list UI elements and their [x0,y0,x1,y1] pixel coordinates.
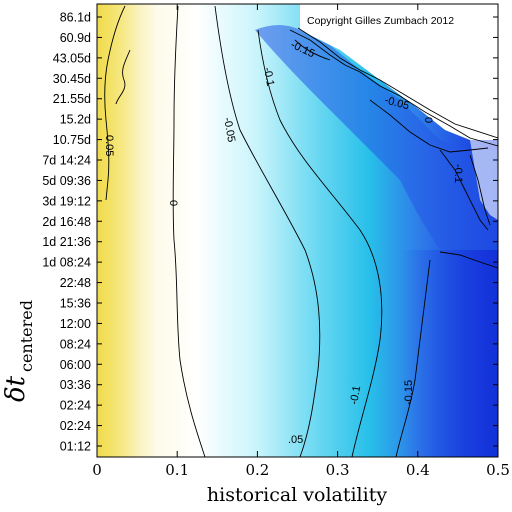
y-tick-label: 1d 21:36 [42,235,91,249]
y-tick-label: 30.45d [53,72,91,86]
contour-label: -0.1 [261,66,276,87]
y-tick-label: 03:36 [60,378,91,392]
y-tick-label: 22:48 [60,276,91,290]
contour-label: -0.1 [452,164,464,183]
y-tick-label: 02:24 [60,419,91,433]
contour-label: 0 [422,117,434,123]
x-axis: 0 0.1 0.2 0.3 0.4 0.5 [92,4,510,479]
y-tick-label: 43.05d [53,51,91,65]
contour-label: .05 [288,434,303,446]
plot-frame [96,3,499,458]
y-axis-title-main: δt [1,375,31,402]
contour-labels: 0.05 0 -0.05 -0.1 -0.15 -0.05 0 -0.1 -0.… [103,39,464,446]
y-tick-label: 10.75d [53,133,91,147]
y-tick-label: 01:12 [60,440,91,454]
x-tick-label: 0.2 [245,461,269,479]
contour-label: -0.05 [221,116,237,143]
y-axis-title-sub: centered [17,300,36,372]
contour-0.05-squiggle [115,49,131,105]
y-tick-label: 5d 09:36 [42,174,91,188]
contour-neg0.05 [214,5,321,457]
contour-label: 0 [167,200,179,206]
y-tick-label: 60.9d [60,31,91,45]
contour-0.05 [104,5,126,201]
y-tick-label: 12:00 [60,317,91,331]
y-tick-label: 15.2d [60,113,91,127]
y-tick-label: 15:36 [60,297,91,311]
contour-neg0.1 [257,29,383,457]
y-tick-label: 3d 19:12 [42,194,91,208]
y-tick-label: 21.55d [53,92,91,106]
y-axis-title: δt centered [1,300,36,402]
y-tick-label: 06:00 [60,358,91,372]
x-tick-label: 0.4 [406,461,430,479]
contour-label: -0.1 [348,385,363,406]
contour-lines [104,5,498,457]
white-missing-region [300,4,498,140]
y-tick-label: 7d 14:24 [42,154,91,168]
y-tick-label: 2d 16:48 [42,215,91,229]
contour-label: -0.15 [403,380,415,405]
x-tick-label: 0.1 [165,461,189,479]
y-tick-label: 08:24 [60,337,91,351]
contour-0 [172,5,206,457]
x-tick-label: 0.3 [326,461,350,479]
x-tick-label: 0.5 [486,461,510,479]
heatmap-field [97,4,498,457]
y-tick-label: 86.1d [60,11,91,25]
x-tick-label: 0 [92,461,102,479]
y-tick-label: 1d 08:24 [42,256,91,270]
copyright-text: Copyright Gilles Zumbach 2012 [307,15,454,27]
y-tick-label: 02:24 [60,399,91,413]
x-axis-title: historical volatility [207,484,387,506]
y-axis: 86.1d 60.9d 43.05d 30.45d 21.55d 15.2d 10.75d 7… [42,11,498,454]
contour-label: 0.05 [103,135,115,156]
contour-neg0.15 [294,39,431,457]
